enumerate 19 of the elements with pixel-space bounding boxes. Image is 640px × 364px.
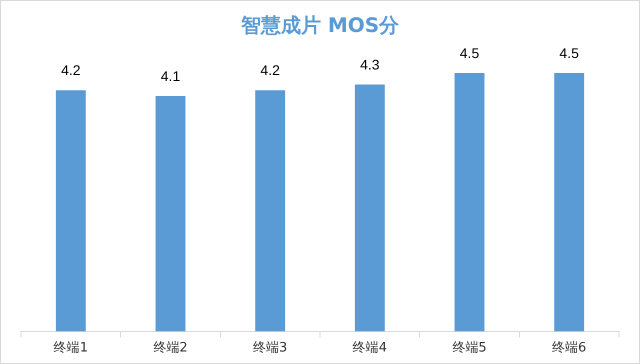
bar <box>255 90 286 332</box>
data-label: 4.1 <box>160 68 180 84</box>
data-label: 4.5 <box>460 44 480 61</box>
data-label: 4.2 <box>61 62 81 78</box>
bar <box>554 73 584 332</box>
data-label: 4.5 <box>559 44 580 61</box>
bar <box>354 84 385 332</box>
data-label: 4.2 <box>260 62 280 78</box>
data-label: 4.3 <box>360 56 380 72</box>
bar <box>156 96 186 332</box>
x-tick-label: 终端4 <box>352 340 387 356</box>
bar <box>454 73 484 332</box>
x-tick-label: 终端2 <box>153 340 188 356</box>
x-tick-label: 终端6 <box>552 340 586 356</box>
chart-title: 智慧成片 MOS分 <box>240 13 400 38</box>
bar <box>56 90 86 332</box>
x-tick-label: 终端1 <box>54 340 88 356</box>
x-tick-label: 终端5 <box>452 340 487 356</box>
x-tick-label: 终端3 <box>253 340 288 356</box>
